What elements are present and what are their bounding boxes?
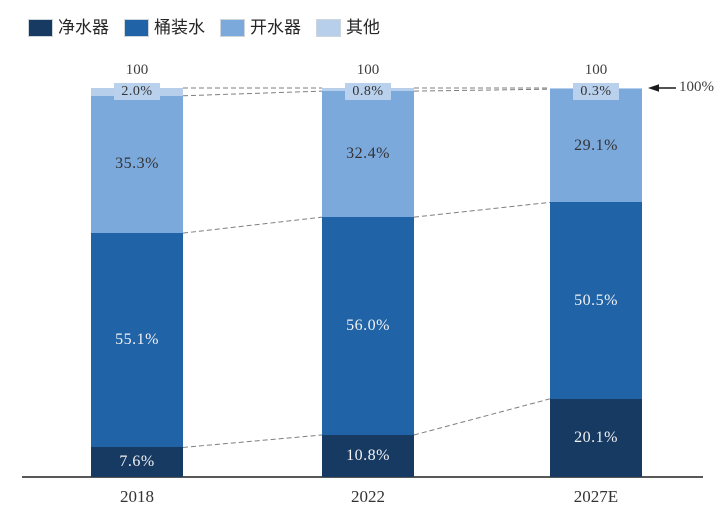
segment-value-label: 35.3% — [115, 155, 159, 173]
bar-2027E-segment-3: 29.1% — [550, 89, 642, 203]
segment-value-label: 56.0% — [346, 317, 390, 335]
segment-value-label: 32.4% — [346, 145, 390, 163]
segment-connector-line — [182, 90, 323, 97]
segment-connector-line — [182, 434, 323, 448]
annotation-arrow-head-icon — [648, 84, 659, 92]
segment-value-label: 55.1% — [115, 331, 159, 349]
x-axis-tick-label: 2018 — [120, 487, 154, 506]
legend-swatch-icon — [124, 19, 149, 37]
legend-swatch-icon — [316, 19, 341, 37]
segment-connector-line — [413, 201, 551, 218]
bar-2027E-segment-2: 50.5% — [550, 202, 642, 399]
segment-value-label: 29.1% — [574, 136, 618, 154]
legend-item-1: 净水器 — [28, 19, 109, 37]
legend-swatch-icon — [220, 19, 245, 37]
bar-2022-segment-1: 10.8% — [322, 434, 414, 477]
bar-2022-segment-2: 56.0% — [322, 217, 414, 435]
bar-2018-segment-2: 55.1% — [91, 233, 183, 448]
segment-connector-line — [182, 216, 323, 234]
segment-value-label: 7.6% — [119, 453, 155, 471]
segment-value-label: 50.5% — [574, 291, 618, 309]
other-segment-boxed-label: 0.8% — [345, 83, 391, 100]
legend-item-4: 其他 — [316, 19, 380, 37]
other-segment-boxed-label: 2.0% — [114, 83, 160, 100]
bar-2018-segment-1: 7.6% — [91, 447, 183, 477]
legend-label: 净水器 — [58, 18, 109, 37]
segment-connector-line — [413, 398, 551, 436]
legend-swatch-icon — [28, 19, 53, 37]
x-axis-tick-label: 2027E — [573, 487, 619, 506]
bar-2027E-segment-1: 20.1% — [550, 398, 642, 477]
bar-2018-segment-3: 35.3% — [91, 95, 183, 234]
bar-2022-segment-3: 32.4% — [322, 91, 414, 218]
segment-value-label: 10.8% — [346, 446, 390, 464]
legend-label: 桶装水 — [154, 18, 205, 37]
hundred-percent-annotation: 100% — [679, 79, 714, 95]
other-segment-boxed-label: 0.3% — [573, 83, 619, 100]
segment-value-label: 20.1% — [574, 428, 618, 446]
bar-total-label: 100 — [584, 62, 608, 78]
segment-connector-line — [413, 88, 551, 92]
bar-total-label: 100 — [356, 62, 380, 78]
legend-item-3: 开水器 — [220, 19, 301, 37]
x-axis-tick-label: 2022 — [351, 487, 385, 506]
chart-legend: 净水器 桶装水 开水器 其他 — [28, 19, 380, 37]
legend-label: 开水器 — [250, 18, 301, 37]
legend-item-2: 桶装水 — [124, 19, 205, 37]
legend-label: 其他 — [346, 18, 380, 37]
bar-total-label: 100 — [125, 62, 149, 78]
